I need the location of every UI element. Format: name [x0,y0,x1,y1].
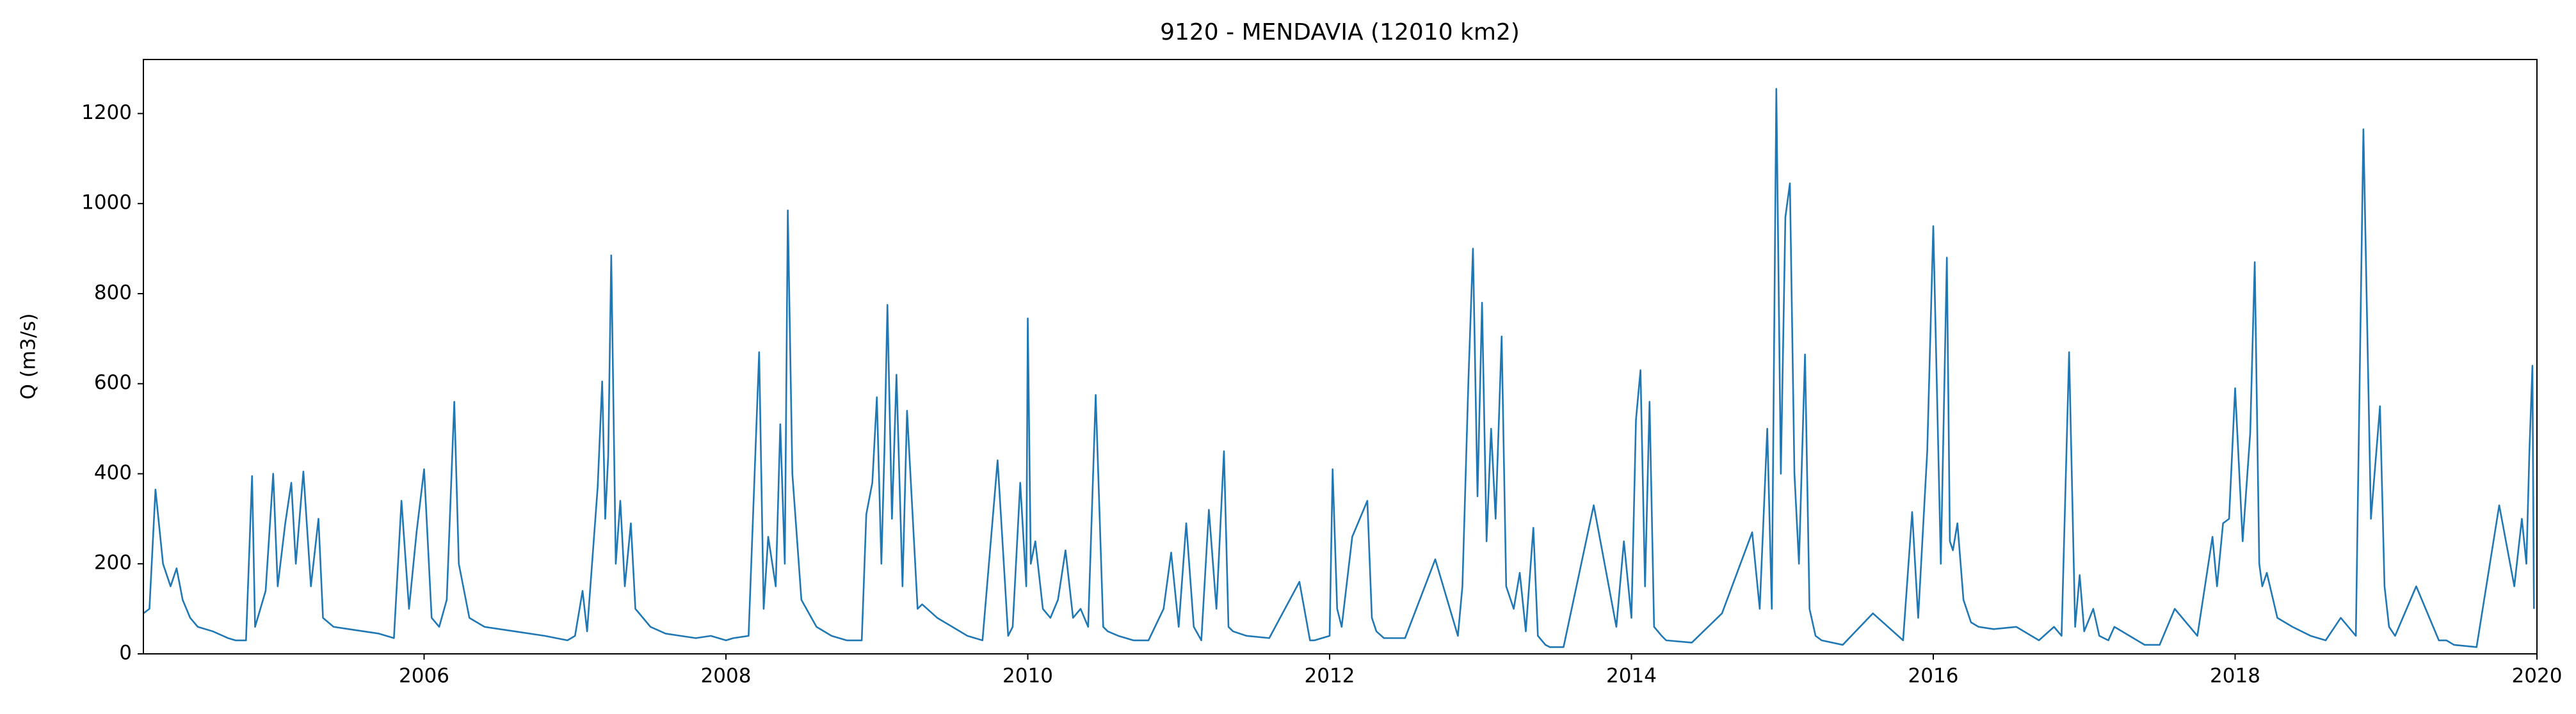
x-tick-label: 2010 [1002,665,1053,688]
x-tick-label: 2014 [1606,665,1657,688]
chart-title: 9120 - MENDAVIA (12010 km2) [1160,19,1520,45]
x-tick-label: 2016 [1908,665,1959,688]
y-tick-label: 600 [94,371,132,394]
flow-line [143,88,2535,648]
y-tick-label: 200 [94,551,132,575]
x-tick-label: 2012 [1305,665,1355,688]
plot-frame [143,59,2538,654]
x-tick-label: 2008 [701,665,752,688]
y-tick-label: 1200 [81,101,132,124]
y-axis-label: Q (m3/s) [17,313,40,400]
y-tick-label: 1000 [81,191,132,214]
y-tick-label: 0 [119,642,132,665]
x-tick-label: 2006 [399,665,449,688]
y-tick-label: 400 [94,461,132,484]
x-tick-label: 2020 [2512,665,2563,688]
y-tick-label: 800 [94,281,132,304]
x-tick-label: 2018 [2210,665,2260,688]
